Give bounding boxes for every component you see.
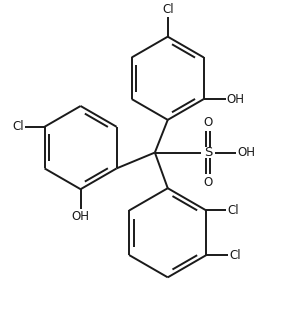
Text: OH: OH xyxy=(237,146,255,159)
Text: Cl: Cl xyxy=(12,120,24,133)
Text: O: O xyxy=(204,116,213,129)
Text: OH: OH xyxy=(72,210,90,223)
Text: Cl: Cl xyxy=(227,204,239,217)
Text: Cl: Cl xyxy=(162,3,173,16)
Text: S: S xyxy=(204,146,213,159)
Text: OH: OH xyxy=(226,93,244,106)
Text: Cl: Cl xyxy=(229,249,241,262)
Text: O: O xyxy=(204,176,213,189)
